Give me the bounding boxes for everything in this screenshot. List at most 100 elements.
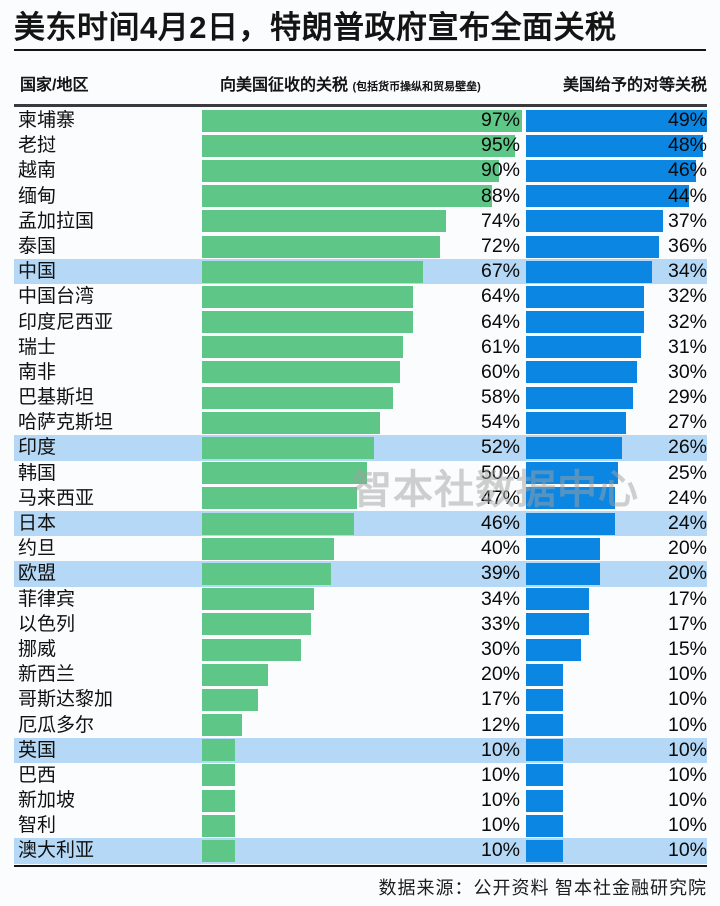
reciprocal-tariff-value: 49% <box>667 109 707 131</box>
reciprocal-tariff-bar <box>526 159 696 182</box>
charged-tariff-bar <box>202 764 235 787</box>
charged-tariff-value: 10% <box>480 763 520 786</box>
reciprocal-tariff-bar <box>526 185 689 208</box>
reciprocal-tariff-value: 31% <box>667 335 707 358</box>
footer-divider-line <box>14 864 707 867</box>
reciprocal-tariff-bar <box>526 109 707 132</box>
reciprocal-tariff-value: 44% <box>667 184 707 207</box>
country-label: 中国 <box>18 261 57 283</box>
charged-tariff-bar <box>202 562 331 585</box>
charged-tariff-bar <box>202 210 447 233</box>
reciprocal-tariff-bar <box>526 840 563 863</box>
charged-tariff-value: 10% <box>480 738 520 761</box>
table-row: 越南 90% 46% <box>14 158 707 183</box>
charged-tariff-bar <box>202 714 242 737</box>
charged-tariff-value: 10% <box>480 814 520 837</box>
charged-tariff-bar <box>202 235 440 258</box>
charged-tariff-value: 74% <box>480 209 520 232</box>
table-row: 哈萨克斯坦 54% 27% <box>14 410 707 435</box>
charged-tariff-value: 17% <box>480 688 520 711</box>
reciprocal-tariff-value: 26% <box>667 436 707 459</box>
reciprocal-tariff-bar <box>526 764 563 787</box>
reciprocal-tariff-bar <box>526 663 563 686</box>
charged-tariff-bar <box>202 588 315 611</box>
charged-tariff-value: 88% <box>480 184 520 207</box>
reciprocal-tariff-value: 10% <box>667 713 707 736</box>
country-label: 巴西 <box>18 764 57 786</box>
charged-tariff-bar <box>202 285 414 308</box>
reciprocal-tariff-bar <box>526 537 600 560</box>
table-row: 中国 67% 34% <box>14 259 707 285</box>
reciprocal-tariff-bar <box>526 487 615 510</box>
charged-tariff-value: 10% <box>480 789 520 812</box>
country-label: 马来西亚 <box>18 487 95 509</box>
table-row: 约旦 40% 20% <box>14 536 707 561</box>
reciprocal-tariff-bar <box>526 638 582 661</box>
reciprocal-tariff-value: 32% <box>667 310 707 333</box>
reciprocal-tariff-value: 46% <box>667 159 707 182</box>
charged-tariff-value: 39% <box>480 562 520 585</box>
charged-tariff-bar <box>202 361 400 384</box>
reciprocal-tariff-bar <box>526 386 634 409</box>
reciprocal-tariff-bar <box>526 134 704 157</box>
charged-tariff-value: 60% <box>480 360 520 383</box>
charged-tariff-bar <box>202 537 334 560</box>
reciprocal-tariff-value: 24% <box>667 486 707 509</box>
reciprocal-tariff-bar <box>526 462 619 485</box>
table-row: 南非 60% 30% <box>14 360 707 385</box>
charged-tariff-bar <box>202 437 374 460</box>
table-row: 老挝 95% 48% <box>14 133 707 158</box>
table-row: 欧盟 39% 20% <box>14 561 707 587</box>
table-row: 印度尼西亚 64% 32% <box>14 310 707 335</box>
country-label: 哥斯达黎加 <box>18 689 114 711</box>
charged-tariff-value: 50% <box>480 461 520 484</box>
charged-tariff-bar <box>202 688 259 711</box>
reciprocal-tariff-value: 36% <box>667 234 707 257</box>
table-row: 印度 52% 26% <box>14 435 707 461</box>
reciprocal-tariff-value: 20% <box>667 537 707 560</box>
reciprocal-tariff-value: 10% <box>667 839 707 862</box>
reciprocal-tariff-value: 10% <box>667 663 707 686</box>
charged-tariff-bar <box>202 512 354 535</box>
charged-tariff-value: 40% <box>480 537 520 560</box>
table-row: 瑞士 61% 31% <box>14 335 707 360</box>
reciprocal-tariff-value: 10% <box>667 688 707 711</box>
country-label: 巴基斯坦 <box>18 387 95 409</box>
reciprocal-tariff-value: 37% <box>667 209 707 232</box>
table-row: 马来西亚 47% 24% <box>14 486 707 511</box>
country-label: 英国 <box>18 739 57 761</box>
charged-tariff-value: 12% <box>480 713 520 736</box>
charged-tariff-value: 54% <box>480 411 520 434</box>
country-label: 印度 <box>18 437 57 459</box>
table-row: 缅甸 88% 44% <box>14 184 707 209</box>
charged-tariff-value: 20% <box>480 663 520 686</box>
reciprocal-tariff-bar <box>526 613 589 636</box>
country-label: 挪威 <box>18 638 57 660</box>
table-row: 以色列 33% 17% <box>14 612 707 637</box>
table-row: 哥斯达黎加 17% 10% <box>14 687 707 712</box>
charged-tariff-bar <box>202 311 414 334</box>
reciprocal-tariff-value: 24% <box>667 512 707 534</box>
country-label: 孟加拉国 <box>18 210 95 232</box>
reciprocal-tariff-value: 10% <box>667 789 707 812</box>
country-label: 缅甸 <box>18 185 57 207</box>
reciprocal-tariff-value: 20% <box>667 562 707 585</box>
country-label: 欧盟 <box>18 563 57 585</box>
charged-tariff-value: 33% <box>480 612 520 635</box>
charged-tariff-value: 47% <box>480 486 520 509</box>
table-row: 澳大利亚 10% 10% <box>14 838 707 864</box>
header-divider-line <box>14 104 707 107</box>
charged-tariff-value: 95% <box>480 134 520 157</box>
table-row: 新西兰 20% 10% <box>14 662 707 687</box>
table-row: 泰国 72% 36% <box>14 234 707 259</box>
charged-tariff-bar <box>202 739 235 762</box>
country-label: 新西兰 <box>18 664 76 686</box>
reciprocal-tariff-bar <box>526 336 641 359</box>
reciprocal-tariff-bar <box>526 361 637 384</box>
charged-tariff-value: 10% <box>480 839 520 862</box>
charged-tariff-bar <box>202 840 235 863</box>
reciprocal-tariff-value: 30% <box>667 360 707 383</box>
reciprocal-tariff-bar <box>526 588 589 611</box>
charged-tariff-value: 61% <box>480 335 520 358</box>
reciprocal-tariff-bar <box>526 437 622 460</box>
